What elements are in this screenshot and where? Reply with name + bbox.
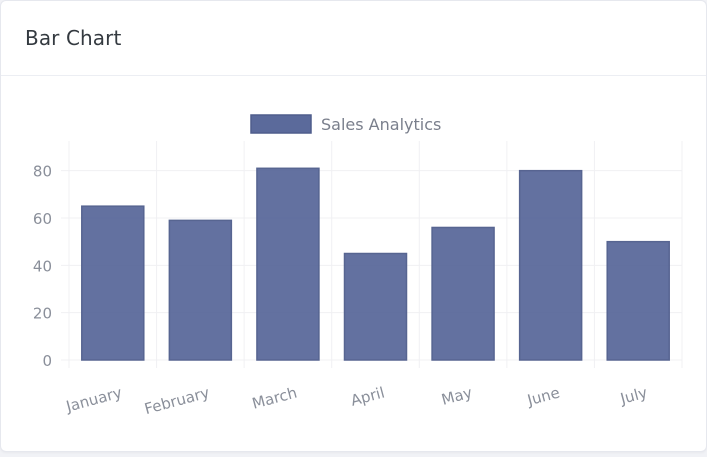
grid-lines (61, 141, 683, 368)
bar-january[interactable] (81, 205, 145, 361)
x-tick-label: April (349, 383, 387, 409)
bar-june[interactable] (518, 169, 583, 361)
y-tick-label: 60 (33, 210, 52, 228)
legend: Sales Analytics (250, 114, 441, 134)
legend-label[interactable]: Sales Analytics (321, 115, 441, 134)
y-axis-ticks: 0 20 40 60 80 (33, 163, 52, 370)
bar-march[interactable] (256, 167, 320, 361)
y-tick-label: 0 (42, 352, 52, 370)
legend-swatch[interactable] (250, 114, 312, 134)
y-tick-label: 80 (33, 163, 52, 181)
bar-may[interactable] (431, 226, 495, 361)
chart-container: 0 20 40 60 80 January February March April May Ju… (1, 77, 706, 451)
y-tick-label: 20 (33, 305, 52, 323)
bar-february[interactable] (168, 219, 233, 361)
x-tick-label: January (63, 383, 124, 415)
bars (81, 167, 670, 361)
x-tick-label: June (524, 383, 561, 409)
bar-april[interactable] (343, 252, 408, 361)
card-title: Bar Chart (25, 26, 122, 50)
bar-july[interactable] (606, 240, 670, 361)
y-tick-label: 40 (33, 257, 52, 275)
x-tick-label: May (439, 383, 474, 408)
x-tick-label: March (250, 383, 299, 412)
x-tick-label: July (618, 383, 650, 408)
x-axis-ticks: January February March April May June July (63, 383, 649, 418)
bar-chart: 0 20 40 60 80 January February March April May Ju… (33, 114, 683, 418)
card-header: Bar Chart (1, 1, 706, 76)
x-tick-label: February (143, 383, 212, 418)
